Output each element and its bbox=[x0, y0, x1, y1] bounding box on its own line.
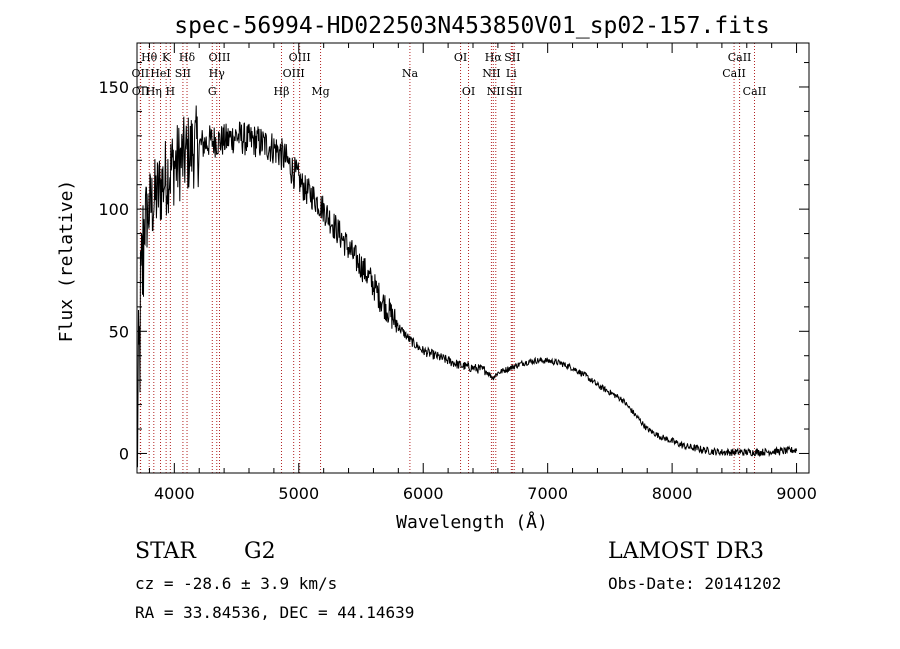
line-id-label: Hγ bbox=[209, 67, 226, 80]
x-tick-label: 5000 bbox=[278, 484, 319, 503]
x-tick-label: 7000 bbox=[527, 484, 568, 503]
line-id-label: HeI bbox=[150, 67, 170, 80]
obs-date-text: Obs-Date: 20141202 bbox=[608, 574, 782, 593]
line-id-label: Hδ bbox=[179, 51, 196, 64]
y-tick-label: 100 bbox=[98, 200, 129, 219]
coordinates-text: RA = 33.84536, DEC = 44.14639 bbox=[135, 603, 415, 622]
line-id-label: OII bbox=[132, 67, 150, 80]
y-tick-label: 50 bbox=[109, 322, 129, 341]
redshift-text: cz = -28.6 ± 3.9 km/s bbox=[135, 574, 338, 593]
line-id-label: Hα bbox=[485, 51, 503, 64]
line-id-label: H bbox=[166, 85, 176, 98]
survey-label: LAMOST DR3 bbox=[608, 539, 764, 564]
x-tick-label: 8000 bbox=[652, 484, 693, 503]
line-id-label: CaII bbox=[722, 67, 746, 80]
x-tick-label: 6000 bbox=[403, 484, 444, 503]
y-axis-label: Flux (relative) bbox=[56, 180, 77, 343]
line-id-label: K bbox=[162, 51, 171, 64]
line-markers bbox=[139, 43, 755, 473]
line-id-label: Li bbox=[506, 67, 517, 80]
line-id-label: OII bbox=[132, 85, 150, 98]
line-id-label: Mg bbox=[311, 85, 329, 98]
spectrum-line bbox=[136, 105, 798, 468]
y-axis: 0 50 100 150 bbox=[98, 62, 809, 463]
line-id-label: CaII bbox=[743, 85, 767, 98]
line-id-label: SII bbox=[506, 85, 522, 98]
line-id-label: Na bbox=[402, 67, 419, 80]
plot-frame bbox=[136, 42, 810, 474]
x-axis-label: Wavelength (Å) bbox=[396, 511, 548, 533]
x-axis: 4000 5000 6000 7000 8000 9000 bbox=[148, 43, 817, 503]
y-tick-label: 0 bbox=[119, 444, 129, 463]
line-id-label: Hθ bbox=[141, 51, 158, 64]
line-id-label: OIII bbox=[289, 51, 311, 64]
line-id-label: SII bbox=[175, 67, 191, 80]
line-id-label: OIII bbox=[208, 51, 230, 64]
chart-title: spec-56994-HD022503N453850V01_sp02-157.f… bbox=[174, 13, 769, 39]
line-id-label: CaII bbox=[728, 51, 752, 64]
line-id-label: Hβ bbox=[274, 85, 290, 98]
line-id-label: NII bbox=[487, 85, 505, 98]
line-id-label: OI bbox=[454, 51, 467, 64]
x-tick-label: 4000 bbox=[154, 484, 195, 503]
x-tick-label: 9000 bbox=[776, 484, 817, 503]
line-id-label: SII bbox=[504, 51, 520, 64]
line-id-label: NII bbox=[482, 67, 500, 80]
line-id-label: G bbox=[208, 85, 217, 98]
y-tick-label: 150 bbox=[98, 78, 129, 97]
subclass-label: G2 bbox=[244, 539, 276, 564]
line-id-label: OI bbox=[462, 85, 475, 98]
line-id-label: OIII bbox=[283, 67, 305, 80]
class-label: STAR bbox=[135, 539, 196, 564]
line-id-label: Hη bbox=[146, 85, 162, 98]
